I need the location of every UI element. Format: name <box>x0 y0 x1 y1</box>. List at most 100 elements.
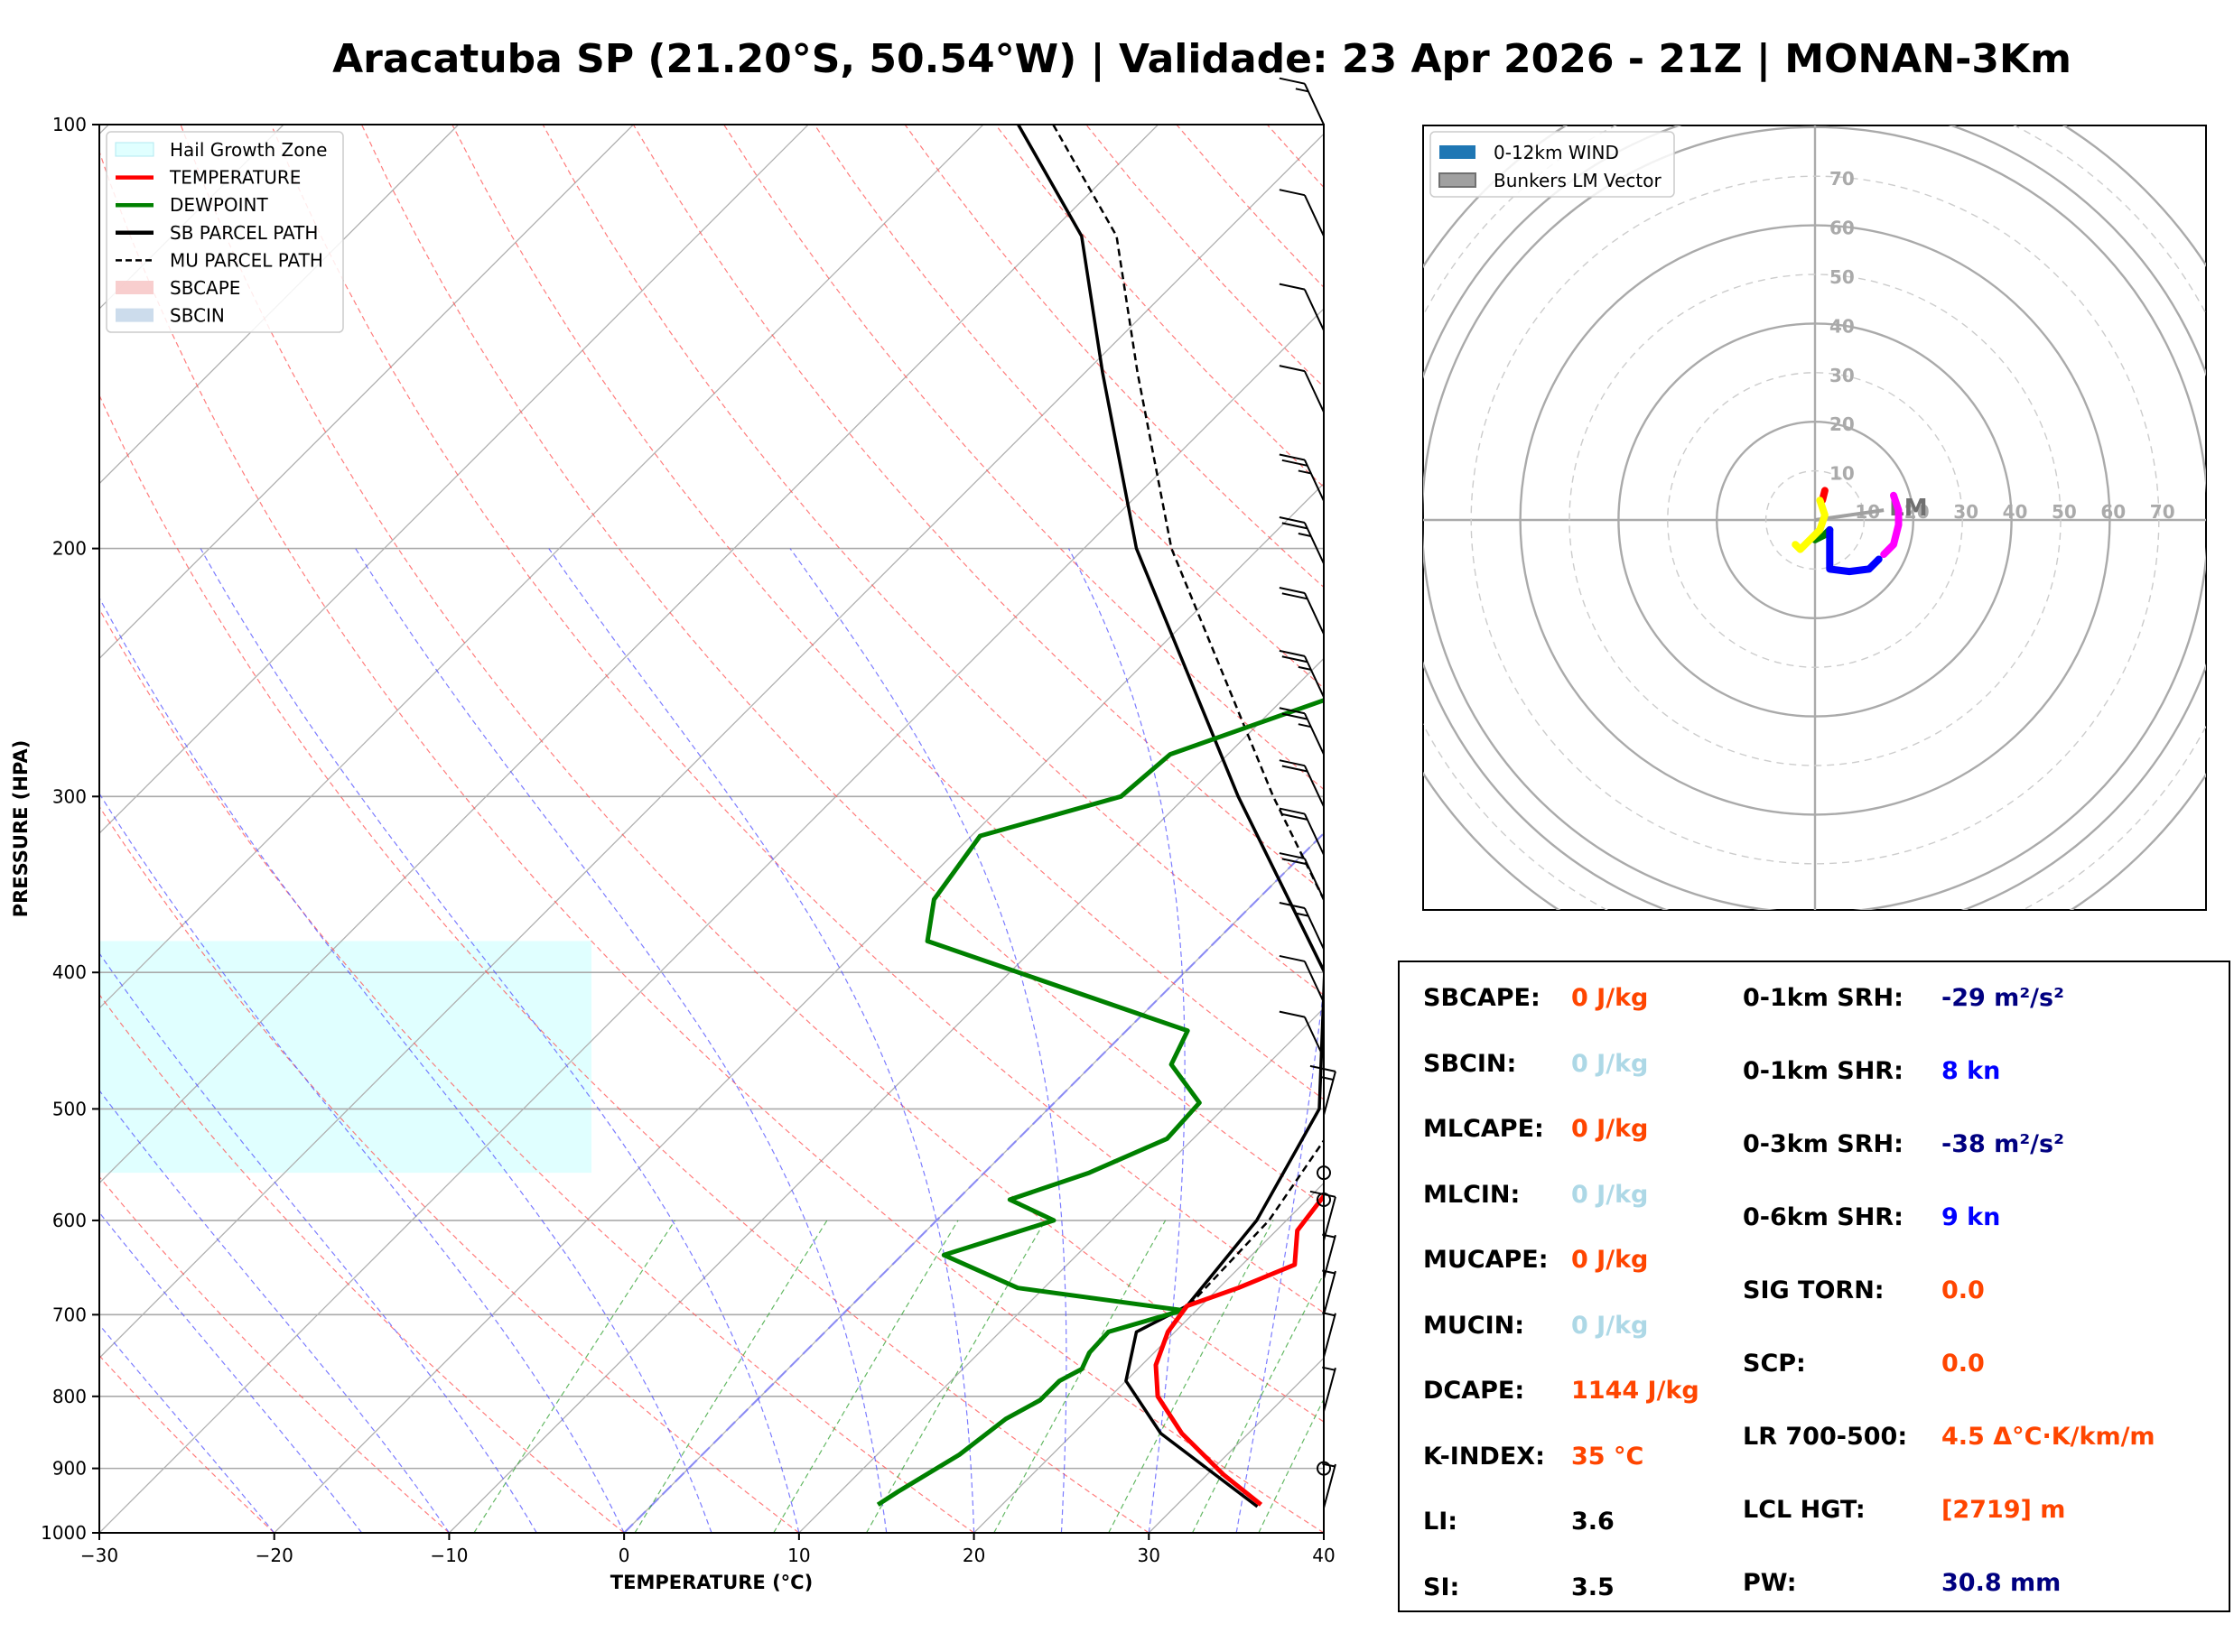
barb-staff <box>1323 1071 1336 1116</box>
barb-staff <box>1303 655 1325 698</box>
barb-staff <box>1303 592 1325 635</box>
index-value: 0.0 <box>1941 1276 1985 1304</box>
y-tick-label: 300 <box>52 785 87 807</box>
index-value: 0 J/kg <box>1571 1311 1649 1340</box>
wind-barb <box>1279 453 1325 502</box>
barb-flag <box>1281 765 1308 773</box>
x-tick-label: 10 <box>787 1545 810 1566</box>
hodo-ring-label: 50 <box>1829 266 1855 288</box>
mixing-ratio-line <box>865 1220 1047 1533</box>
barb-half-flag <box>1298 532 1312 537</box>
x-tick-label: 40 <box>1312 1545 1335 1566</box>
hodo-ring-label: 70 <box>1829 168 1855 190</box>
indices-panel: SBCAPE: 0 J/kg SBCIN: 0 J/kg MLCAPE: 0 J/kg ML… <box>1398 961 2230 1612</box>
isotherm-line <box>448 657 1324 1533</box>
barb-staff <box>1323 1367 1336 1412</box>
calm-wind-marker <box>1317 1192 1331 1207</box>
barb-flag <box>1279 587 1306 594</box>
hodo-ring-label: 70 <box>2150 501 2175 523</box>
index-label: MLCAPE: <box>1423 1115 1544 1143</box>
isotherm-line <box>99 133 1324 1360</box>
hodograph-segment <box>1792 497 1829 553</box>
hodo-legend-swatch <box>1439 145 1475 159</box>
index-value: [2719] m <box>1941 1496 2066 1524</box>
hodo-ring <box>1764 469 1866 571</box>
hodo-ring-label: 20 <box>1904 501 1930 523</box>
index-label: SBCIN: <box>1423 1049 1517 1078</box>
legend-swatch <box>116 281 154 294</box>
barb-staff <box>1303 961 1325 1003</box>
dry-adiabat <box>99 1175 450 1533</box>
barb-flag <box>1279 365 1306 373</box>
index-value: 9 kn <box>1941 1203 2001 1231</box>
hodograph-segment <box>1880 491 1903 559</box>
barb-staff <box>1323 1313 1336 1358</box>
barb-flag <box>1279 954 1306 962</box>
index-value: 3.6 <box>1571 1508 1615 1536</box>
legend-swatch <box>116 308 154 322</box>
moist-adiabat <box>200 548 800 1533</box>
y-tick-label: 1000 <box>41 1522 87 1544</box>
x-tick-label: 30 <box>1138 1545 1160 1566</box>
barb-flag <box>1281 459 1308 467</box>
dry-adiabat <box>180 125 1324 1423</box>
mixing-ratio-line <box>473 1220 676 1533</box>
x-tick-label: 0 <box>619 1545 630 1566</box>
index-value: 30.8 mm <box>1941 1569 2062 1597</box>
hodo-ring-label: 40 <box>2003 501 2028 523</box>
barb-flag <box>1281 522 1308 530</box>
y-tick-label: 400 <box>52 961 87 983</box>
barb-flag <box>1279 1010 1306 1018</box>
barb-flag <box>1279 807 1306 815</box>
barb-half-flag <box>1298 723 1312 729</box>
wind-barb <box>1279 1010 1325 1059</box>
moist-adiabat <box>1067 548 1186 1533</box>
legend-label: DEWPOINT <box>170 194 268 216</box>
y-tick-label: 500 <box>52 1098 87 1119</box>
wind-barb <box>1279 189 1325 237</box>
y-tick-label: 200 <box>52 538 87 560</box>
moist-adiabat <box>99 597 712 1533</box>
moist-adiabat <box>99 1211 363 1533</box>
calm-wind-marker <box>1317 1461 1331 1476</box>
hodo-ring <box>1617 322 2013 718</box>
legend-label: TEMPERATURE <box>169 167 301 189</box>
index-label: SI: <box>1423 1573 1460 1601</box>
barb-half-flag <box>1320 1076 1334 1081</box>
mixing-ratio-line <box>1258 1397 1324 1533</box>
index-label: LR 700-500: <box>1743 1423 1908 1451</box>
wind-barb <box>1279 365 1325 413</box>
moist-adiabat <box>99 1089 450 1533</box>
barb-half-flag <box>1295 912 1309 917</box>
barb-half-flag <box>1322 1462 1336 1468</box>
mixing-ratio-line <box>634 1220 828 1533</box>
index-label: 0-3km SRH: <box>1743 1130 1904 1158</box>
barb-staff <box>1303 907 1325 950</box>
barb-staff <box>1303 370 1325 413</box>
moist-adiabat <box>99 792 625 1533</box>
index-value: 8 kn <box>1941 1057 2001 1085</box>
dry-adiabat <box>99 150 1324 1533</box>
index-label: MLCIN: <box>1423 1180 1521 1209</box>
index-label: SCP: <box>1743 1350 1806 1378</box>
legend-label: Hail Growth Zone <box>170 139 327 161</box>
dry-adiabat <box>99 805 800 1533</box>
index-label: MUCIN: <box>1423 1311 1525 1340</box>
legend-box <box>106 131 344 333</box>
dewpoint-line <box>876 698 1324 1507</box>
hodo-ring-label: 40 <box>1829 315 1855 337</box>
dry-adiabat <box>360 125 1324 1206</box>
index-value: 0 J/kg <box>1571 1246 1649 1274</box>
isotherm-line <box>99 125 284 310</box>
isotherm-line <box>99 308 1324 1533</box>
index-value: 1144 J/kg <box>1571 1377 1699 1405</box>
barb-half-flag <box>1322 1233 1336 1239</box>
index-value: 35 °C <box>1571 1442 1644 1471</box>
barb-staff <box>1303 83 1325 125</box>
wind-barb <box>1322 1462 1336 1508</box>
wind-barb <box>1322 1366 1336 1412</box>
dry-adiabat <box>270 125 1324 1313</box>
x-tick-label: −30 <box>80 1545 118 1566</box>
